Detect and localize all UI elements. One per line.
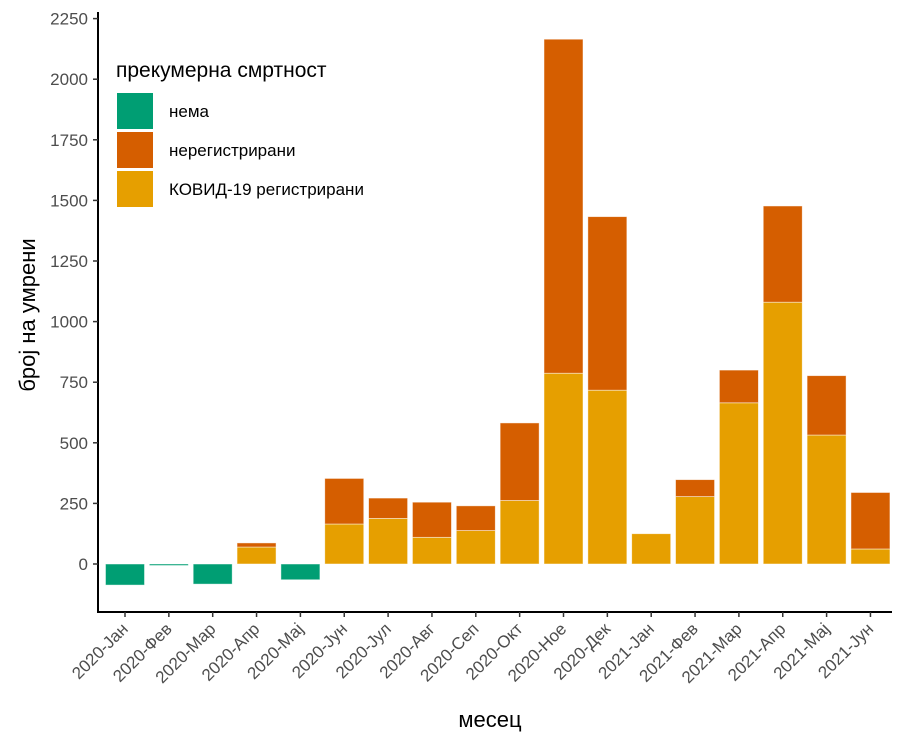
legend: прекумерна смртност нема нерегистрирани КО… [116, 59, 364, 207]
legend-label-none: нема [169, 102, 210, 121]
bar-segment-unregistered [499, 422, 540, 501]
y-tick-label: 1500 [50, 191, 88, 210]
legend-title: прекумерна смртност [116, 59, 327, 82]
bar-segment-covid [719, 402, 759, 565]
bar-segment-covid [499, 500, 540, 565]
y-tick-label: 1250 [50, 252, 88, 271]
y-tick-label: 1000 [50, 313, 88, 332]
bar-segment-unregistered [719, 369, 759, 404]
bar-segment-unregistered [412, 501, 452, 538]
bar-segment-none [280, 563, 321, 581]
bar-segment-none [192, 563, 233, 585]
axes-layer [97, 12, 892, 613]
bar-segment-unregistered [455, 505, 496, 531]
y-tick-label: 1750 [50, 131, 88, 150]
x-axis-title: месец [458, 707, 522, 732]
y-ticks: 0 250 500 750 1000 1250 1500 1750 2000 2250 [50, 10, 98, 574]
bar-segment-unregistered [762, 205, 803, 303]
bar-segment-covid [324, 523, 365, 565]
bar-segment-covid [368, 518, 409, 565]
bar-segment-unregistered [587, 216, 628, 391]
bar-segment-unregistered [368, 497, 409, 519]
bar-segment-covid [762, 301, 803, 565]
bar-segment-unregistered [850, 492, 891, 550]
y-tick-label: 750 [60, 373, 88, 392]
bar-segment-covid [850, 548, 891, 565]
bar-segment-none [148, 563, 189, 566]
legend-swatch-covid [117, 171, 153, 207]
bar-segment-covid [543, 372, 584, 565]
legend-label-unregistered: нерегистрирани [169, 141, 295, 160]
bar-segment-covid [236, 546, 277, 565]
y-tick-label: 250 [60, 494, 88, 513]
legend-label-covid: КОВИД-19 регистрирани [169, 180, 364, 199]
legend-swatch-unregistered [117, 132, 153, 168]
legend-swatch-none [117, 93, 153, 129]
bar-segment-covid [455, 530, 496, 565]
bar-segment-unregistered [806, 375, 847, 436]
y-tick-label: 0 [79, 555, 88, 574]
x-ticks: 2020-Јан2020-Фев2020-Мар2020-Апр2020-Мај… [68, 612, 877, 687]
bar-segment-unregistered [675, 479, 715, 498]
bar-segment-unregistered [236, 542, 277, 548]
bar-segment-covid [631, 533, 672, 565]
bar-segment-covid [587, 389, 628, 565]
bar-segment-covid [675, 496, 715, 565]
bar-segment-none [105, 563, 145, 586]
y-tick-label: 500 [60, 434, 88, 453]
y-axis-title: број на умрени [15, 238, 40, 391]
y-tick-label: 2250 [50, 10, 88, 29]
bar-segment-covid [806, 434, 847, 565]
y-tick-label: 2000 [50, 70, 88, 89]
bar-segment-unregistered [324, 478, 365, 525]
bar-segment-covid [412, 536, 452, 565]
bars-layer [105, 38, 891, 586]
bar-segment-unregistered [543, 38, 584, 374]
